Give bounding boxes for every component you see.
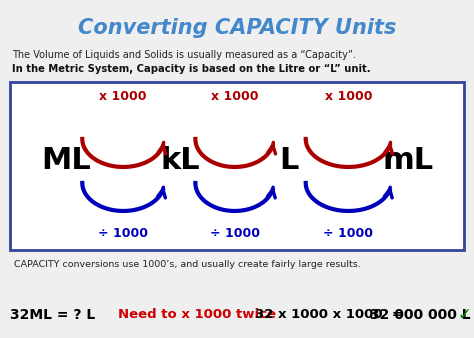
Text: 32 x 1000 x 1000  =: 32 x 1000 x 1000 = xyxy=(255,309,403,321)
FancyBboxPatch shape xyxy=(10,82,464,250)
Text: ÷ 1000: ÷ 1000 xyxy=(210,227,260,240)
Text: 32ML = ? L: 32ML = ? L xyxy=(10,308,95,322)
Text: kL: kL xyxy=(160,146,200,175)
Text: CAPACITY conversions use 1000’s, and usually create fairly large results.: CAPACITY conversions use 1000’s, and usu… xyxy=(14,260,361,269)
Text: In the Metric System, Capacity is based on the Litre or “L” unit.: In the Metric System, Capacity is based … xyxy=(12,64,371,74)
Text: x 1000: x 1000 xyxy=(100,90,147,103)
Text: mL: mL xyxy=(382,146,433,175)
Text: ÷ 1000: ÷ 1000 xyxy=(98,227,148,240)
Text: Converting CAPACITY Units: Converting CAPACITY Units xyxy=(78,18,396,38)
Text: Need to x 1000 twice: Need to x 1000 twice xyxy=(118,309,276,321)
Text: ✓: ✓ xyxy=(458,306,472,324)
Text: L: L xyxy=(280,146,299,175)
Text: ML: ML xyxy=(42,146,91,175)
Text: ÷ 1000: ÷ 1000 xyxy=(323,227,374,240)
Text: The Volume of Liquids and Solids is usually measured as a “Capacity”.: The Volume of Liquids and Solids is usua… xyxy=(12,50,356,60)
Text: x 1000: x 1000 xyxy=(325,90,372,103)
Text: x 1000: x 1000 xyxy=(211,90,258,103)
Text: 32 000 000 L: 32 000 000 L xyxy=(370,308,471,322)
